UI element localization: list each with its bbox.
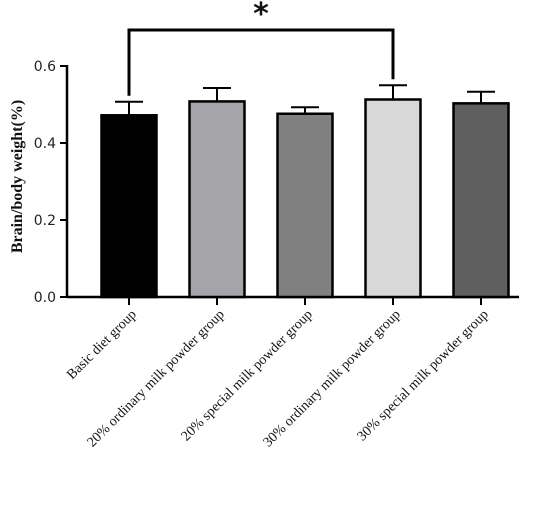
y-tick-label: 0.2: [34, 213, 56, 229]
significance-bracket: [127, 28, 395, 96]
x-category-label: Basic diet group: [64, 307, 139, 382]
significance-label: *: [253, 0, 269, 32]
y-tick-label: 0.0: [34, 290, 56, 306]
y-tick-label: 0.6: [34, 59, 56, 75]
y-tick-label: 0.4: [34, 136, 56, 152]
bar: [364, 98, 422, 299]
bar: [100, 114, 158, 299]
bar: [188, 100, 246, 299]
x-category-label: 30% ordinary milk powder group: [261, 307, 404, 450]
chart-marks: [100, 28, 510, 299]
y-axis-label: Brain/body weight(%): [9, 100, 26, 253]
x-category-label: 20% ordinary milk powder group: [85, 307, 228, 450]
bar: [276, 112, 334, 299]
bar: [452, 102, 510, 299]
